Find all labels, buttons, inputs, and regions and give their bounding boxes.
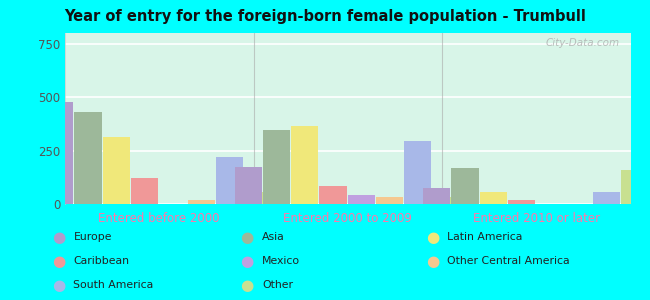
Text: Caribbean: Caribbean [73,256,129,266]
Text: ●: ● [426,230,439,244]
Text: Mexico: Mexico [262,256,300,266]
Bar [404,141,432,204]
Bar [46,102,73,204]
Text: City-Data.com: City-Data.com [545,38,619,48]
Bar [508,200,535,204]
Bar [320,186,346,204]
Text: Entered 2000 to 2009: Entered 2000 to 2009 [283,212,412,224]
Text: Europe: Europe [73,232,112,242]
Text: Entered before 2000: Entered before 2000 [99,212,220,224]
Bar [263,130,290,204]
Text: ●: ● [240,278,254,292]
Bar [74,112,101,204]
Bar [621,170,648,204]
Text: Asia: Asia [262,232,285,242]
Text: ●: ● [240,254,254,268]
Bar [376,197,403,204]
Text: Other Central America: Other Central America [447,256,570,266]
Text: ●: ● [52,230,65,244]
Bar [433,196,460,204]
Bar [131,178,158,204]
Text: ●: ● [52,278,65,292]
Bar [216,157,243,204]
Text: South America: South America [73,280,153,290]
Bar [451,168,478,204]
Bar [103,137,130,204]
Text: Entered 2010 or later: Entered 2010 or later [473,212,600,224]
Bar [244,192,271,204]
Bar [423,188,450,204]
Text: ●: ● [426,254,439,268]
Text: Other: Other [262,280,293,290]
Bar [480,192,507,204]
Text: Year of entry for the foreign-born female population - Trumbull: Year of entry for the foreign-born femal… [64,9,586,24]
Text: ●: ● [240,230,254,244]
Bar [291,126,318,204]
Text: Latin America: Latin America [447,232,523,242]
Text: ●: ● [52,254,65,268]
Bar [348,196,375,204]
Bar [235,167,262,204]
Bar [187,200,214,204]
Bar [593,192,620,204]
